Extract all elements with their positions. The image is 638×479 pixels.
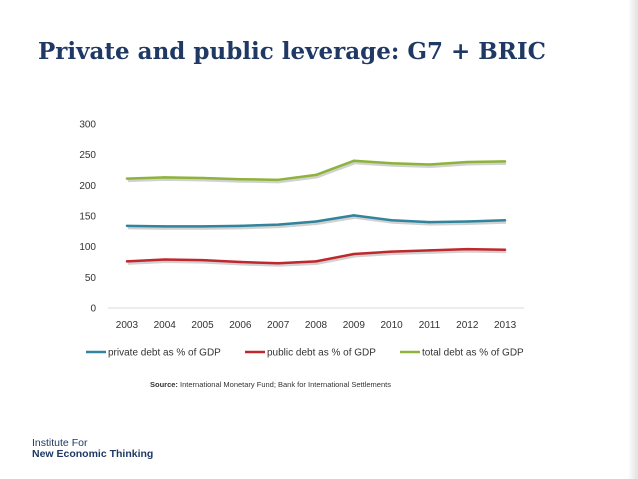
total-point-2013 xyxy=(503,160,507,163)
private-point-2013 xyxy=(503,219,507,222)
x-tick-label-2007: 2007 xyxy=(267,320,290,331)
chart-series xyxy=(125,159,507,267)
total-legend-label: total debt as % of GDP xyxy=(422,348,524,359)
y-tick-label-250: 250 xyxy=(79,150,96,161)
public-point-2007 xyxy=(276,262,280,265)
public-point-2011 xyxy=(428,249,431,252)
source-text: International Monetary Fund; Bank for In… xyxy=(180,380,391,389)
private-point-2012 xyxy=(466,220,469,223)
logo-line-1: Institute For xyxy=(32,437,88,449)
institute-logo: Institute For New Economic Thinking xyxy=(32,437,154,461)
total-point-2005 xyxy=(201,176,204,180)
total-point-2006 xyxy=(239,178,242,181)
public-point-2003 xyxy=(125,260,129,263)
total-point-2008 xyxy=(314,173,318,177)
private-point-2006 xyxy=(239,224,242,228)
x-tick-label-2013: 2013 xyxy=(494,320,517,331)
source-label: Source: xyxy=(150,380,178,389)
public-point-2010 xyxy=(390,250,393,253)
slide-title: Private and public leverage: G7 + BRIC xyxy=(38,38,546,65)
x-tick-label-2011: 2011 xyxy=(419,320,441,331)
public-point-2006 xyxy=(239,260,242,264)
x-tick-label-2006: 2006 xyxy=(229,320,252,331)
x-tick-label-2005: 2005 xyxy=(191,320,214,331)
x-axis-ticks: 2003 2004 2005 2006 2007 2008 2009 2010 2011 2012… xyxy=(116,320,517,331)
y-tick-label-300: 300 xyxy=(79,120,96,131)
total-point-2009 xyxy=(352,159,356,162)
total-point-2011 xyxy=(428,163,431,166)
private-point-2005 xyxy=(201,225,204,228)
x-tick-label-2008: 2008 xyxy=(305,320,328,331)
y-tick-label-0: 0 xyxy=(90,304,96,315)
chart-legend: private debt as % of GDP public debt as %… xyxy=(86,348,524,359)
public-legend-label: public debt as % of GDP xyxy=(267,348,376,359)
source-note: Source: International Monetary Fund; Ban… xyxy=(150,380,391,389)
y-tick-label-150: 150 xyxy=(79,212,96,223)
y-tick-label-100: 100 xyxy=(79,242,96,253)
public-point-2004 xyxy=(163,258,166,261)
public-point-2008 xyxy=(314,260,318,263)
public-point-2005 xyxy=(201,258,204,262)
total-point-2012 xyxy=(466,160,469,164)
private-point-2007 xyxy=(276,223,280,226)
y-tick-label-50: 50 xyxy=(85,273,97,284)
private-series-shadow xyxy=(127,215,507,230)
private-point-2008 xyxy=(314,220,318,223)
public-series-shadow xyxy=(127,249,507,267)
total-point-2007 xyxy=(276,178,280,182)
y-tick-label-200: 200 xyxy=(79,181,96,192)
private-point-2011 xyxy=(428,220,431,224)
total-point-2004 xyxy=(163,176,166,179)
private-point-2010 xyxy=(390,219,393,222)
public-point-2013 xyxy=(503,248,507,251)
private-legend-label: private debt as % of GDP xyxy=(108,348,221,359)
x-tick-label-2009: 2009 xyxy=(343,320,366,331)
logo-line-2: New Economic Thinking xyxy=(32,448,154,461)
total-series-shadow xyxy=(127,161,507,184)
slide-edge-band xyxy=(628,0,638,479)
x-tick-label-2003: 2003 xyxy=(116,320,139,331)
x-tick-label-2012: 2012 xyxy=(456,320,479,331)
public-point-2012 xyxy=(466,247,469,251)
total-point-2010 xyxy=(390,162,393,165)
public-point-2009 xyxy=(352,252,356,256)
x-tick-label-2010: 2010 xyxy=(381,320,404,331)
x-tick-label-2004: 2004 xyxy=(154,320,177,331)
y-axis-ticks: 0 50 100 150 200 250 300 xyxy=(79,120,96,315)
private-point-2009 xyxy=(352,214,356,217)
private-point-2003 xyxy=(125,224,129,228)
total-point-2003 xyxy=(125,177,129,180)
private-point-2004 xyxy=(163,225,166,228)
